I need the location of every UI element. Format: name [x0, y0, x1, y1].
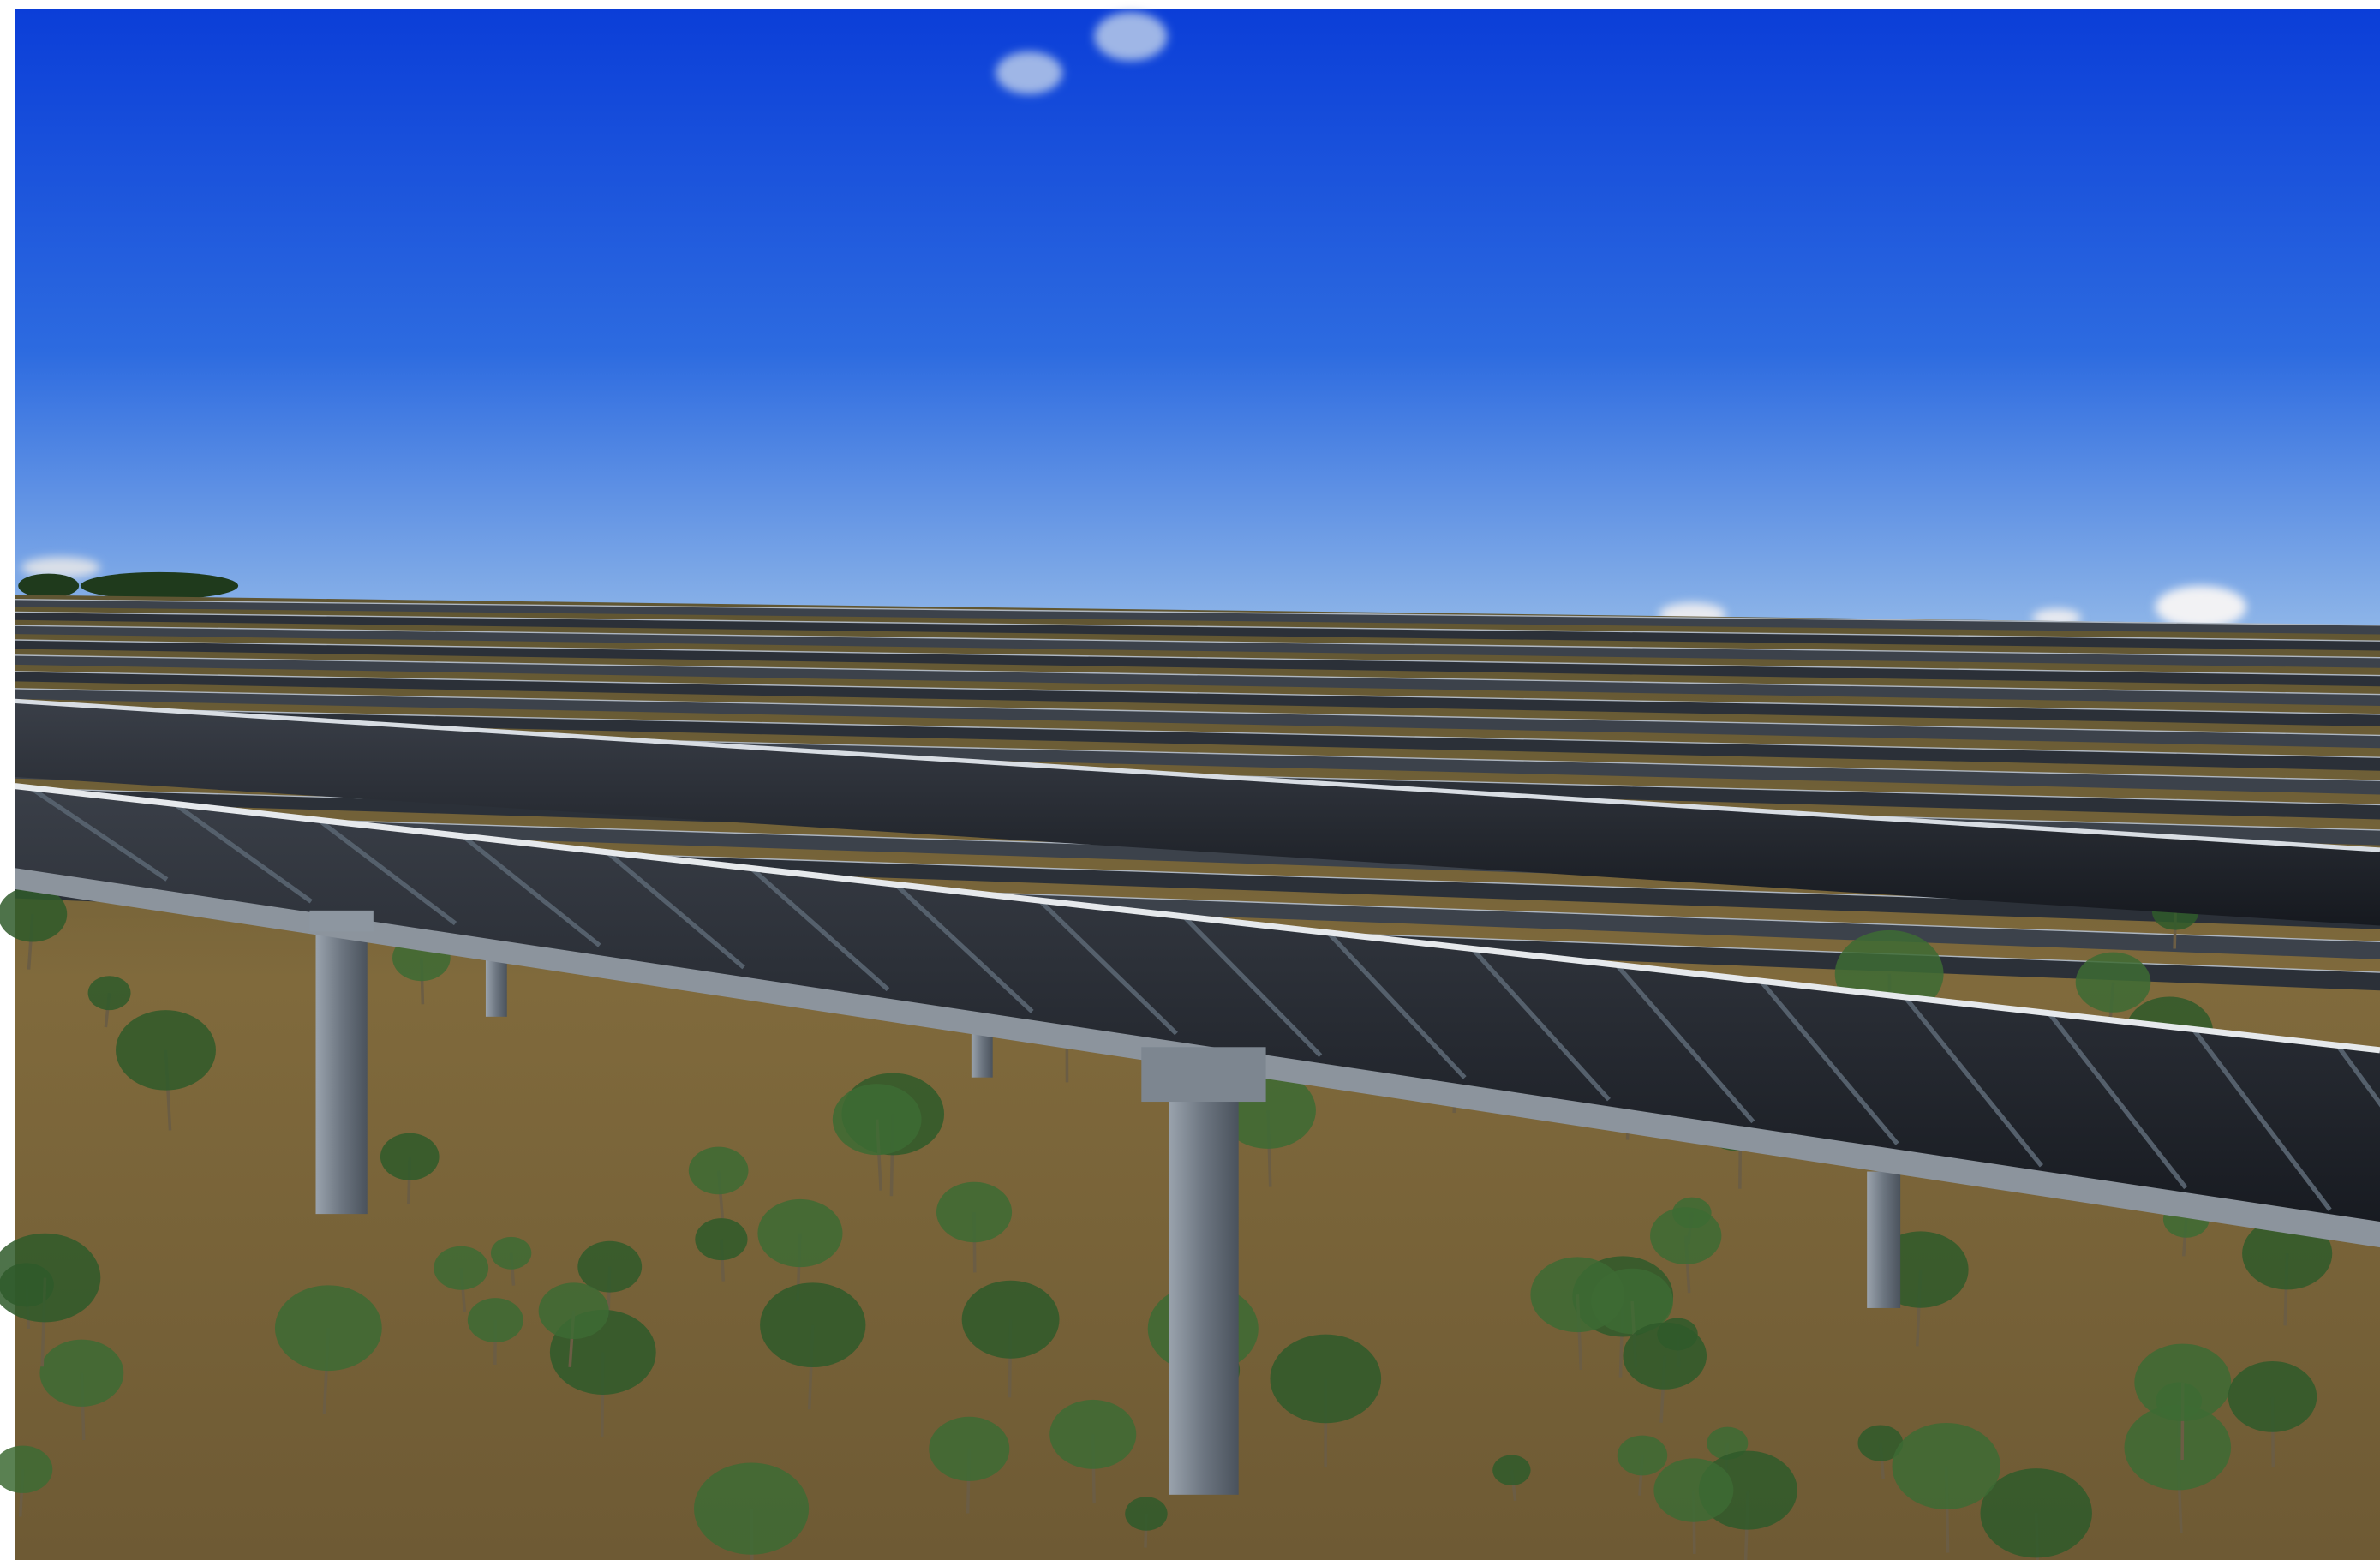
vine-foliage: [1650, 1207, 1722, 1264]
vine-foliage: [1857, 1425, 1904, 1461]
panel-edge: [15, 688, 2380, 737]
vine-foliage: [1653, 1458, 1734, 1522]
vine-foliage: [832, 1084, 922, 1156]
vine-foliage: [2228, 1360, 2317, 1432]
tree-line: [80, 571, 239, 600]
panel-slats: [28, 786, 2380, 1211]
vine-foliage: [688, 1146, 749, 1195]
panel-row: [15, 612, 2380, 651]
panel-edge: [15, 639, 2380, 677]
panel-slat: [173, 802, 313, 904]
panel-slat: [1182, 915, 1323, 1058]
cloud: [2155, 585, 2247, 629]
post-cap: [1141, 1047, 1266, 1103]
panel-edge: [15, 625, 2380, 659]
panel-slat: [317, 818, 457, 926]
post: [1169, 1069, 1239, 1495]
panel-row: [15, 625, 2380, 668]
vine-foliage: [0, 1233, 101, 1323]
vine-foliage: [757, 1198, 843, 1268]
vine-foliage: [695, 1218, 748, 1261]
cloud: [996, 51, 1063, 94]
panel-row: [15, 786, 2380, 1245]
vine-foliage: [274, 1285, 382, 1372]
vine-foliage: [1530, 1257, 1625, 1333]
vine-foliage: [0, 1445, 53, 1493]
post: [1867, 1171, 1901, 1308]
vine-foliage: [929, 1416, 1010, 1481]
vine-foliage: [1617, 1435, 1668, 1476]
cloud: [21, 557, 100, 578]
vine-foliage: [1980, 1468, 2092, 1558]
panel-row: [15, 688, 2380, 749]
panel-edge: [15, 783, 2380, 1054]
panel-slat: [1903, 995, 2043, 1168]
vine-foliage: [39, 1339, 124, 1407]
panel-edge: [15, 698, 2380, 852]
vine-foliage: [936, 1181, 1013, 1243]
panel-row: [15, 639, 2380, 687]
panel-slat: [2047, 1012, 2188, 1190]
panel-slat: [1759, 979, 1899, 1145]
panel-edge: [15, 654, 2380, 696]
panel-row: [15, 701, 2380, 926]
vine-foliage: [538, 1282, 609, 1340]
vine-foliage: [2124, 1404, 2232, 1491]
vine-foliage: [380, 1133, 440, 1180]
vine-foliage: [961, 1280, 1060, 1359]
vine-foliage: [116, 1010, 216, 1091]
panel-slat: [2335, 1043, 2380, 1108]
panel-row: [15, 654, 2380, 707]
vine-foliage: [1492, 1455, 1531, 1485]
cloud: [1094, 12, 1168, 61]
vine-foliage: [1707, 1426, 1749, 1461]
vine-foliage: [1125, 1497, 1168, 1531]
panel-row: [15, 671, 2380, 727]
vine-foliage: [1049, 1399, 1137, 1469]
vine-foliage: [1270, 1334, 1382, 1424]
panel-row: [15, 599, 2380, 635]
vine-foliage: [490, 1236, 532, 1270]
post-cap: [309, 910, 374, 932]
panel-slat: [894, 882, 1034, 1013]
panel-slat: [1614, 963, 1755, 1124]
panel-row: [15, 706, 2380, 771]
vine-foliage: [694, 1462, 810, 1555]
vine-foliage: [0, 886, 68, 942]
vine-foliage: [434, 1246, 489, 1290]
vine-foliage: [2134, 1343, 2232, 1421]
vine-foliage: [87, 976, 131, 1011]
panel-edge: [15, 706, 2380, 758]
panel-edge: [15, 611, 2380, 642]
panel-edge: [15, 598, 2380, 626]
panel-slat: [1470, 947, 1611, 1102]
sky: [15, 9, 2380, 631]
vine-foliage: [2075, 952, 2151, 1013]
vine-foliage: [577, 1240, 643, 1293]
post: [315, 910, 368, 1215]
vine-foliage: [760, 1282, 866, 1368]
vine-foliage: [1623, 1322, 1707, 1390]
vine-foliage: [1892, 1422, 2000, 1510]
panel-slat: [28, 786, 169, 882]
tree-line: [18, 573, 80, 598]
panel-slat: [750, 866, 890, 992]
panel-slat: [1326, 930, 1467, 1079]
panel-slat: [605, 850, 745, 970]
panel-edge: [15, 671, 2380, 715]
panel-slat: [1038, 899, 1178, 1036]
vine-foliage: [467, 1298, 523, 1343]
panel-slat: [461, 834, 601, 947]
panel-slat: [2191, 1027, 2332, 1211]
